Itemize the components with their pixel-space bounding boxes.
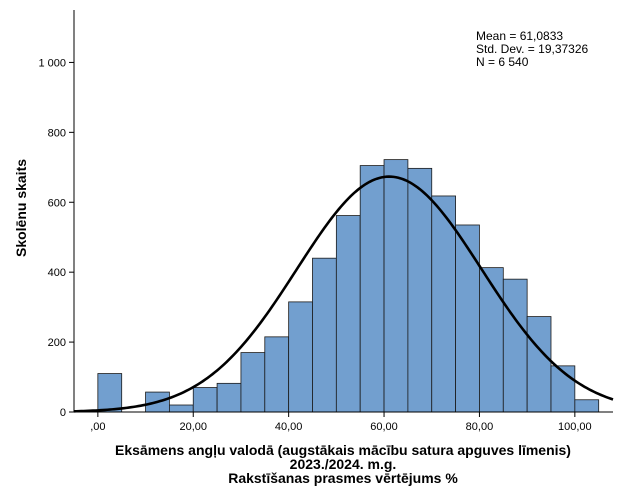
y-tick-label: 800 — [48, 127, 66, 139]
stats-n: N = 6 540 — [476, 55, 529, 69]
y-tick-label: 0 — [60, 407, 66, 419]
x-tick-label: 40,00 — [275, 421, 303, 433]
stats-std-dev: Std. Dev. = 19,37326 — [476, 42, 589, 56]
histogram-bar — [455, 224, 480, 413]
axes — [73, 10, 613, 413]
histogram-bar — [383, 159, 409, 413]
y-tick-label: 1 000 — [38, 57, 66, 69]
x-tick-label: 60,00 — [370, 421, 398, 433]
x-tick-label: 20,00 — [179, 421, 207, 433]
stats-mean: Mean = 61,0833 — [476, 29, 563, 43]
histogram-bar — [335, 215, 361, 413]
y-tick-label: 200 — [48, 337, 66, 349]
histogram-bar — [264, 336, 290, 413]
x-tick-label: ,00 — [90, 421, 105, 433]
y-tick-label: 400 — [48, 267, 66, 279]
histogram-bar — [168, 404, 194, 413]
histogram-bar — [216, 382, 242, 413]
histogram-bar — [312, 257, 337, 413]
histogram-bar — [574, 399, 600, 413]
histogram-bar — [288, 301, 313, 413]
histogram-bar — [431, 195, 456, 413]
x-axis-title-line-2: 2023./2024. m.g. — [290, 456, 397, 472]
histogram-bar — [192, 387, 218, 413]
histogram-bar — [407, 167, 433, 413]
y-axis-title: Skolēnu skaits — [13, 159, 29, 257]
histogram-bar — [359, 165, 385, 413]
y-tick-label: 600 — [48, 197, 66, 209]
stats-box: Mean = 61,0833 Std. Dev. = 19,37326 N = … — [476, 29, 589, 69]
normal-curve — [73, 175, 614, 413]
y-axis-ticks: 0 200 400 600 800 1 000 — [38, 57, 74, 419]
histogram-bar — [240, 352, 266, 413]
x-axis-title-line-1: Eksāmens angļu valodā (augstākais mācību… — [115, 442, 571, 458]
histogram-bar — [479, 267, 504, 413]
histogram-bar — [526, 316, 552, 413]
x-axis-ticks: ,00 20,00 40,00 60,00 80,00 100,00 — [90, 412, 592, 433]
x-tick-label: 100,00 — [558, 421, 592, 433]
histogram-bars — [97, 159, 600, 413]
histogram-bar — [97, 373, 123, 413]
histogram-bar — [502, 278, 528, 413]
x-tick-label: 80,00 — [466, 421, 494, 433]
x-axis-title: Eksāmens angļu valodā (augstākais mācību… — [115, 442, 571, 486]
x-axis-title-line-3: Rakstīšanas prasmes vērtējums % — [228, 470, 458, 486]
